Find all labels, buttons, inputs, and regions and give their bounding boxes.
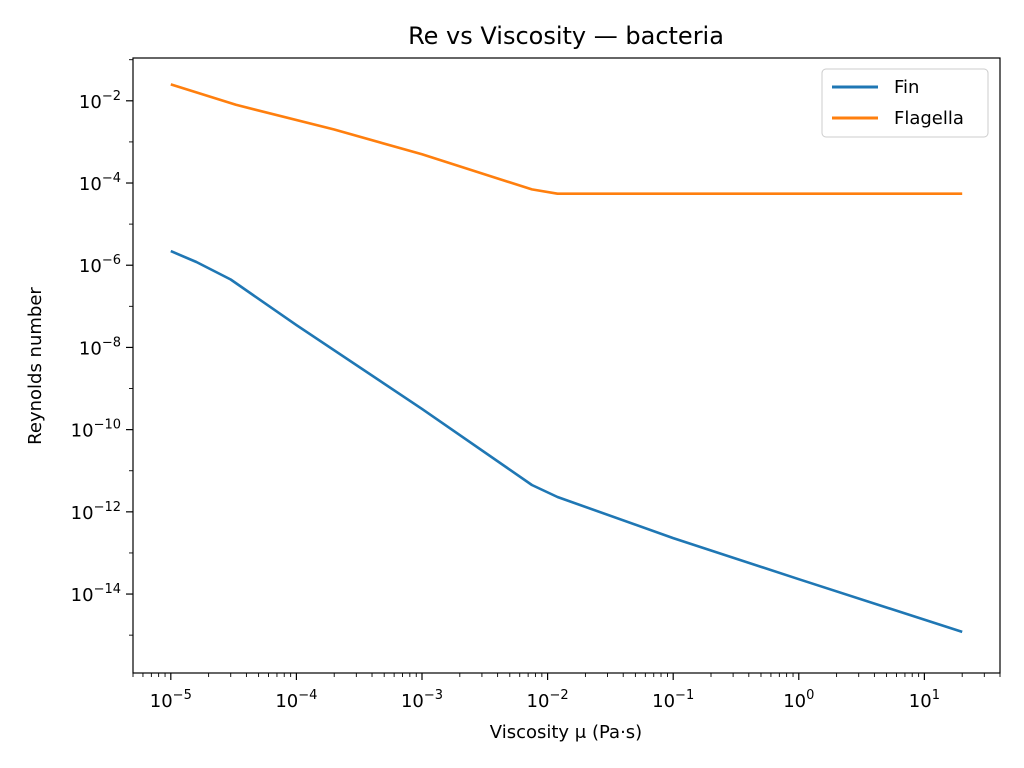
x-tick-label: 10−1 [652,688,694,712]
plot-frame [132,57,1001,674]
x-tick-label: 10−4 [275,688,317,712]
series-lines [170,83,963,634]
x-tick-label: 10−5 [150,688,192,712]
x-tick-label: 100 [783,688,814,712]
x-axis-label: Viscosity μ (Pa·s) [490,722,642,743]
y-axis: 10−2 10−4 10−6 10−8 10−10 10−12 10−14 [71,59,133,636]
y-tick-label: 10−2 [79,89,121,113]
legend-label-flagella: Flagella [894,108,964,129]
y-tick-label: 10−4 [79,171,121,195]
y-tick-label: 10−10 [71,418,121,442]
y-tick-label: 10−8 [79,335,121,359]
legend: Fin Flagella [821,68,989,138]
x-tick-label: 10−2 [527,688,569,712]
series-line-flagella [170,83,963,195]
legend-label-fin: Fin [894,77,919,98]
chart-title: Re vs Viscosity — bacteria [408,22,724,50]
y-tick-label: 10−14 [71,582,121,606]
y-tick-label: 10−6 [79,253,121,277]
x-axis: 10−5 10−4 10−3 10−2 10−1 100 101 [132,673,1001,712]
y-tick-label: 10−12 [71,500,121,524]
x-tick-label: 10−3 [401,688,443,712]
y-axis-label: Reynolds number [25,287,46,445]
series-line-fin [170,249,963,634]
x-tick-label: 101 [909,688,940,712]
